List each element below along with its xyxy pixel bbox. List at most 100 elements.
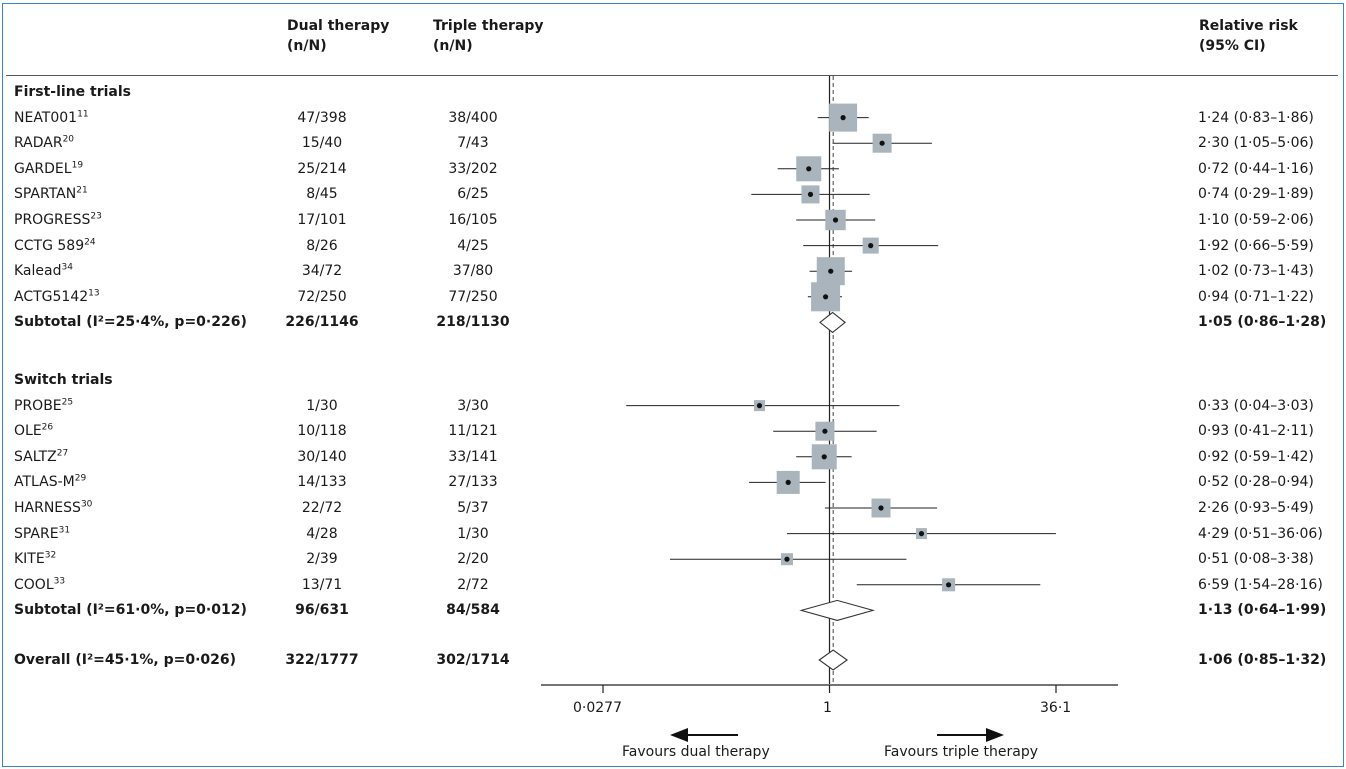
point-estimate — [840, 115, 846, 121]
triple-events: 33/202 — [448, 160, 498, 177]
header-relative-risk: Relative risk (95% CI) — [1199, 16, 1298, 56]
study-reference: 25 — [61, 396, 74, 407]
point-estimate — [785, 479, 791, 485]
figure-frame — [2, 3, 1344, 767]
triple-events: 7/43 — [457, 135, 489, 152]
x-tick-label-one: 1 — [823, 700, 832, 716]
point-estimate — [945, 582, 952, 588]
triple-events: 11/121 — [448, 423, 498, 440]
dual-events: 17/101 — [297, 212, 347, 228]
dual-events: 13/71 — [301, 576, 343, 593]
triple-events: 3/30 — [457, 397, 489, 414]
study-name: GARDEL19 — [14, 160, 84, 177]
subtotal-triple: 84/584 — [446, 602, 500, 619]
study-reference: 29 — [74, 473, 87, 484]
overall-rr: 1·06 (0·85–1·32) — [1198, 652, 1327, 668]
study-reference: 27 — [56, 448, 69, 459]
point-estimate — [822, 294, 829, 300]
study-name: RADAR20 — [14, 134, 75, 152]
relative-risk-ci: 0·52 (0·28–0·94) — [1198, 474, 1314, 491]
relative-risk-ci: 0·74 (0·29–1·89) — [1198, 186, 1314, 203]
header-rr-title: Relative risk — [1199, 18, 1298, 34]
relative-risk-ci: 1·02 (0·73–1·43) — [1198, 263, 1314, 280]
dual-events: 8/26 — [306, 237, 338, 254]
dual-events: 2/39 — [306, 551, 338, 568]
arrow-left-head — [670, 728, 688, 742]
relative-risk-ci: 1·92 (0·66–5·59) — [1198, 237, 1314, 254]
header-triple: Triple therapy (n/N) — [433, 16, 544, 56]
subtotal-dual: 226/1146 — [285, 314, 359, 331]
relative-risk-ci: 0·33 (0·04–3·03) — [1198, 397, 1314, 414]
subtotal-label: Subtotal (I²=61·0%, p=0·012) — [14, 602, 247, 619]
header-dual: Dual therapy (n/N) — [287, 16, 389, 56]
point-estimate — [806, 166, 812, 172]
relative-risk-ci: 0·51 (0·08–3·38) — [1198, 551, 1314, 568]
overall-triple: 302/1714 — [436, 652, 510, 668]
point-estimate — [828, 268, 834, 274]
point-estimate — [784, 556, 790, 562]
header-triple-title: Triple therapy — [433, 18, 544, 34]
dual-events: 10/118 — [297, 423, 347, 440]
point-estimate — [878, 505, 884, 511]
triple-events: 33/141 — [448, 448, 498, 465]
dual-events: 30/140 — [297, 448, 347, 465]
header-rr-unit: (95% CI) — [1199, 38, 1266, 54]
study-name: Kalead34 — [14, 262, 73, 280]
subtotal-diamond — [799, 599, 876, 621]
triple-events: 38/400 — [448, 109, 498, 126]
relative-risk-ci: 2·30 (1·05–5·06) — [1198, 135, 1314, 152]
study-name: ATLAS-M29 — [14, 473, 87, 491]
study-name: COOL33 — [14, 576, 66, 593]
relative-risk-ci: 1·24 (0·83–1·86) — [1198, 109, 1314, 126]
triple-events: 5/37 — [457, 500, 489, 516]
relative-risk-ci: 4·29 (0·51–36·06) — [1198, 525, 1323, 542]
overall-dual: 322/1777 — [285, 652, 359, 668]
point-estimate — [879, 140, 885, 146]
subtotal-rr: 1·13 (0·64–1·99) — [1198, 602, 1327, 619]
point-estimate — [756, 403, 763, 409]
study-reference: 30 — [80, 499, 93, 510]
group-title: Switch trials — [14, 372, 113, 388]
header-dual-unit: (n/N) — [287, 38, 327, 54]
study-reference: 31 — [58, 524, 71, 535]
arrow-right-head — [986, 728, 1004, 742]
dual-events: 34/72 — [301, 263, 343, 280]
study-reference: 19 — [71, 160, 84, 171]
relative-risk-ci: 1·10 (0·59–2·06) — [1198, 212, 1314, 228]
study-reference: 33 — [53, 576, 66, 587]
relative-risk-ci: 2·26 (0·93–5·49) — [1198, 500, 1314, 516]
subtotal-label: Subtotal (I²=25·4%, p=0·226) — [14, 314, 247, 331]
triple-events: 37/80 — [452, 263, 494, 280]
study-name: SPARTAN21 — [14, 185, 88, 203]
triple-events: 1/30 — [457, 525, 489, 542]
relative-risk-ci: 0·93 (0·41–2·11) — [1198, 423, 1314, 440]
subtotal-dual: 96/631 — [295, 602, 349, 619]
study-reference: 13 — [88, 288, 100, 299]
x-tick-label-min: 0·0277 — [573, 700, 622, 716]
subtotal-rr: 1·05 (0·86–1·28) — [1198, 314, 1327, 331]
study-reference: 24 — [84, 236, 96, 247]
triple-events: 77/250 — [448, 288, 498, 305]
dual-events: 22/72 — [301, 500, 343, 516]
point-estimate — [822, 428, 828, 434]
header-dual-title: Dual therapy — [287, 18, 390, 34]
dual-events: 8/45 — [306, 186, 338, 203]
triple-events: 4/25 — [457, 237, 489, 254]
dual-events: 14/133 — [297, 474, 347, 491]
triple-events: 2/72 — [457, 576, 489, 593]
dual-events: 4/28 — [306, 525, 338, 542]
study-name: PROBE25 — [14, 396, 74, 414]
relative-risk-ci: 0·72 (0·44–1·16) — [1198, 160, 1314, 177]
study-reference: 32 — [44, 550, 57, 561]
triple-events: 2/20 — [457, 551, 489, 568]
point-estimate — [918, 531, 925, 537]
subtotal-diamond — [819, 311, 846, 334]
study-reference: 20 — [62, 134, 75, 145]
study-reference: 34 — [61, 262, 73, 273]
study-name: CCTG 58924 — [14, 236, 96, 254]
dual-events: 15/40 — [301, 135, 343, 152]
point-estimate — [807, 191, 814, 197]
relative-risk-ci: 0·94 (0·71–1·22) — [1198, 288, 1314, 305]
study-reference: 23 — [90, 211, 102, 222]
